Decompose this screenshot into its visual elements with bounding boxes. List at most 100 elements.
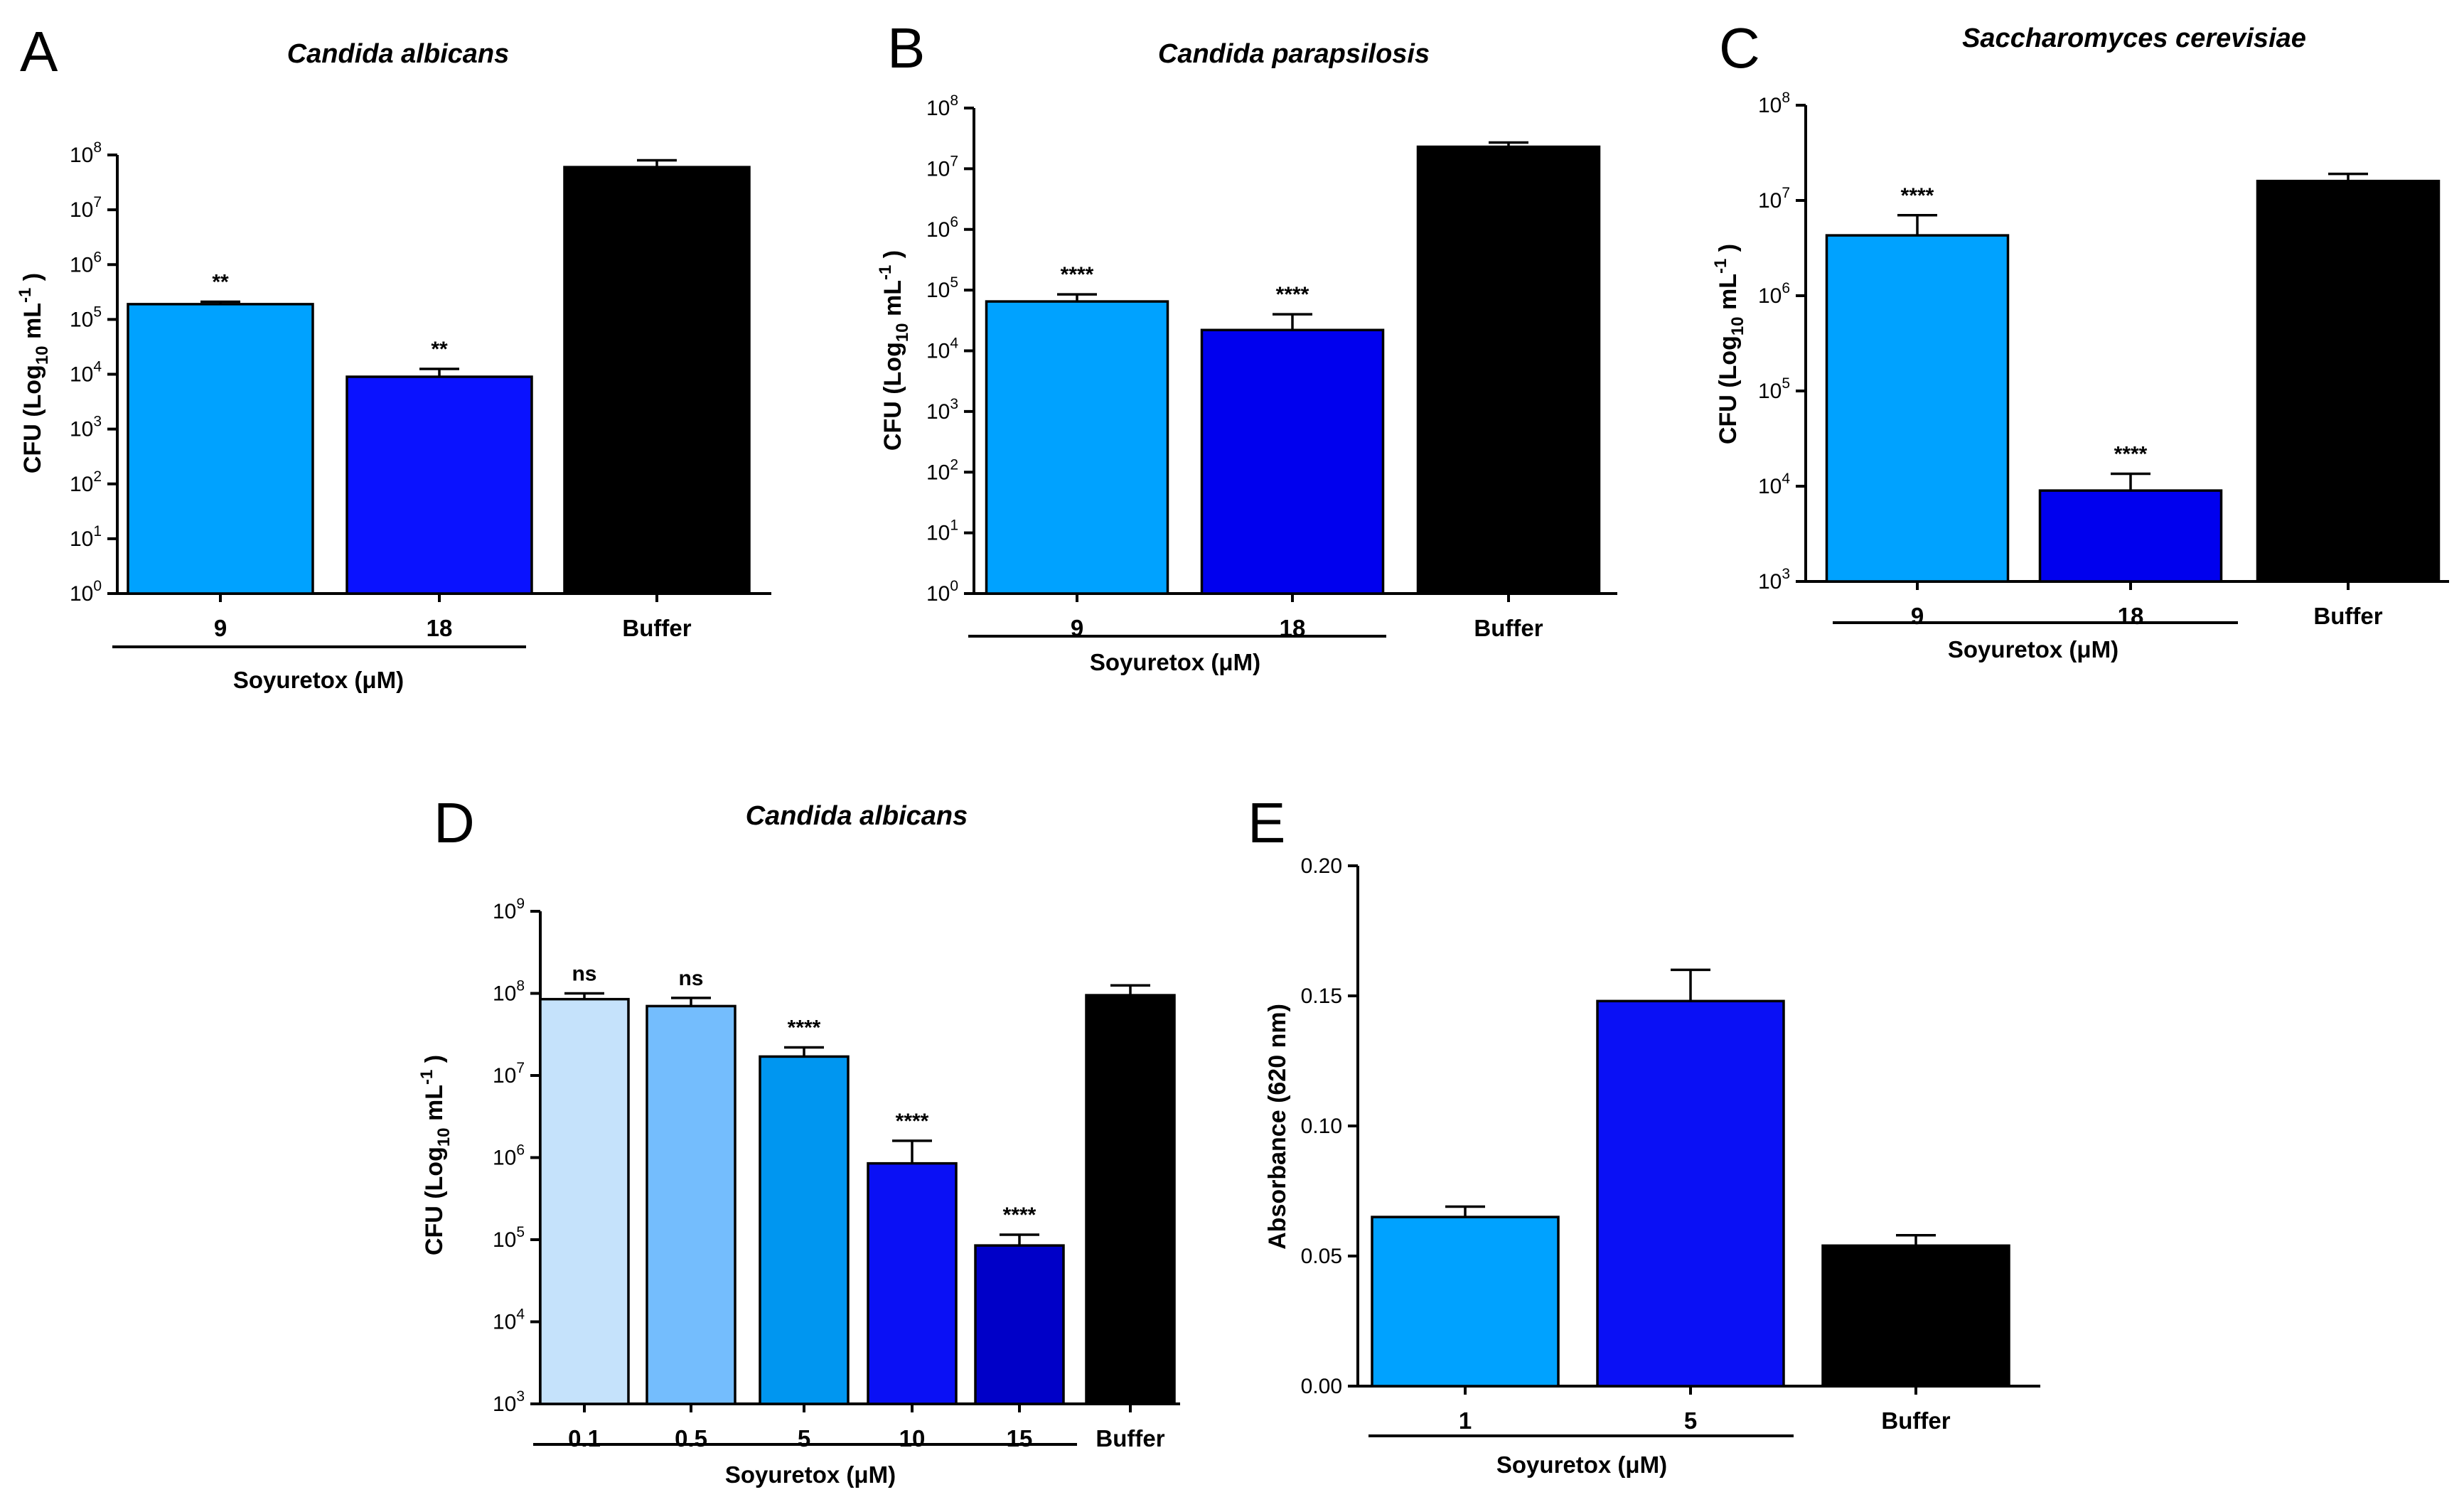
bar-10 [867,1161,958,1405]
y-tick-label: 105 [70,304,102,331]
y-tick-label: 0.10 [1301,1115,1342,1138]
y-tick-label: 108 [926,92,958,120]
y-tick-label: 103 [1758,566,1790,594]
significance-label: **** [788,1016,821,1039]
panel-c: C Saccharomyces cerevisiae 103 104 105 106 107… [1711,16,2449,662]
y-tick-label: 104 [70,359,102,387]
y-axis-label: CFU (Log10 mL-1 ) [16,273,52,473]
x-tick-label: Buffer [2313,603,2382,629]
y-tick-label: 101 [926,517,958,545]
bar-0.1 [539,997,630,1405]
y-tick-label: 103 [70,414,102,441]
bar-18 [1200,328,1385,595]
group-label: Soyuretox (μM) [1948,636,2118,662]
y-tick-label: 0.15 [1301,984,1342,1008]
significance-label: **** [896,1110,929,1133]
significance-label: **** [1061,263,1094,286]
y-axis-label: CFU (Log10 mL-1 ) [876,250,912,451]
x-tick-label: 5 [1684,1407,1697,1434]
x-tick-label: 15 [1007,1425,1033,1452]
y-tick-label: 106 [926,214,958,242]
x-tick-label: 9 [1071,615,1083,641]
significance-label: ns [572,962,596,986]
bar-18 [2038,489,2223,583]
bar-buffer [1085,994,1176,1405]
y-tick-label: 105 [493,1224,525,1252]
bar-0.5 [646,1004,736,1405]
group-label: Soyuretox (μM) [1496,1452,1667,1478]
y-tick-label: 100 [70,578,102,606]
y-tick-label: 108 [1758,90,1790,117]
significance-label: ** [212,271,229,294]
x-tick-label: Buffer [622,615,691,641]
x-tick-label: Buffer [1881,1407,1950,1434]
y-tick-label: 103 [926,396,958,424]
bar-buffer [1416,145,1601,595]
panel-e: E 0.00 0.05 0.10 0.15 0.20 1 5 Buffer Soyuretox (… [1248,791,2040,1478]
x-tick-label: 0.5 [675,1425,707,1452]
y-tick-label: 108 [493,978,525,1006]
panel-d: D Candida albicans103104105106107108109ns… [417,791,1180,1488]
significance-label: ns [678,967,703,990]
chart-title: Saccharomyces cerevisiae [1962,23,2306,53]
bar-5 [1596,999,1785,1388]
x-tick-label: 0.1 [568,1425,601,1452]
y-tick-label: 107 [493,1060,525,1088]
group-label: Soyuretox (μM) [233,667,404,693]
y-tick-label: 0.00 [1301,1375,1342,1398]
bar-buffer [2256,179,2441,583]
bar-buffer [563,166,751,595]
x-tick-label: Buffer [1474,615,1543,641]
group-label: Soyuretox (μM) [725,1461,896,1488]
y-tick-label: 102 [926,456,958,484]
y-tick-label: 102 [70,468,102,496]
chart-title: Candida albicans [746,801,968,831]
y-tick-label: 106 [1758,280,1790,308]
significance-label: **** [1276,283,1309,306]
x-tick-label: Buffer [1096,1425,1164,1452]
panel-letter: B [887,16,925,80]
group-label: Soyuretox (μM) [1090,649,1260,675]
y-tick-label: 0.05 [1301,1245,1342,1268]
panel-letter: D [434,791,475,854]
bar-18 [346,375,533,595]
x-tick-label: 9 [214,615,227,641]
panel-letter: C [1719,16,1760,80]
significance-label: **** [1003,1203,1037,1227]
y-axis-label: Absorbance (620 nm) [1264,1004,1291,1250]
y-tick-label: 106 [70,249,102,277]
y-axis-label: CFU (Log10 mL-1 ) [417,1055,454,1255]
panel-b: B Candida parapsilosis 100 101 102 103 104 105 1… [876,16,1617,675]
y-tick-label: 105 [1758,375,1790,403]
significance-label: **** [2114,443,2148,466]
y-axis-label: CFU (Log10 mL-1 ) [1711,244,1747,444]
bar-buffer [1821,1244,2010,1388]
significance-label: **** [1901,184,1934,208]
x-tick-label: 1 [1459,1407,1472,1434]
bar-9 [127,303,314,595]
x-tick-label: 9 [1911,603,1924,629]
y-tick-label: 100 [926,578,958,606]
bar-9 [985,300,1169,595]
significance-label: ** [431,338,448,361]
y-tick-label: 107 [926,153,958,181]
y-tick-label: 104 [926,336,958,363]
y-tick-label: 103 [493,1388,525,1416]
y-tick-label: 108 [70,139,102,167]
bar-15 [974,1244,1065,1405]
panel-letter: A [20,20,58,83]
y-tick-label: 105 [926,274,958,302]
y-tick-label: 106 [493,1142,525,1170]
bar-5 [759,1055,850,1405]
y-tick-label: 104 [1758,471,1790,498]
y-tick-label: 109 [493,896,525,923]
y-tick-label: 101 [70,523,102,551]
x-tick-label: 18 [2118,603,2144,629]
x-tick-label: 18 [427,615,453,641]
y-tick-label: 0.20 [1301,854,1342,878]
panel-letter: E [1248,791,1285,854]
panel-a: A Candida albicans 100 101 102 103 104 105 106 10… [16,20,771,693]
y-tick-label: 107 [70,194,102,222]
x-tick-label: 5 [798,1425,810,1452]
